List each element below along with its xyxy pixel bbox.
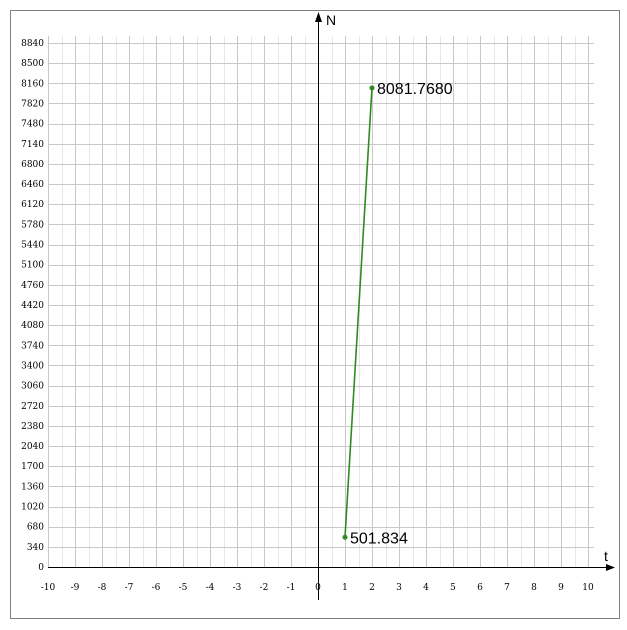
x-tick-label: -3 [233,583,242,593]
data-point [369,85,375,91]
y-tick-label: 3400 [21,361,44,371]
y-tick-label: 5100 [21,261,44,271]
x-tick-label: -5 [179,583,188,593]
y-tick-label: 1020 [21,503,44,513]
y-tick-label: 2040 [21,442,44,452]
y-tick-label: 7140 [21,140,44,150]
x-tick-label: -4 [206,583,215,593]
grid [48,36,594,567]
x-tick-label: 7 [504,583,510,593]
y-tick-label: 6460 [21,180,44,190]
data-label: 8081.7680 [377,81,453,98]
y-tick-labels: 0 340 680 1020 1360 1700 2040 2380 2720 3060 3400 3… [21,39,44,573]
y-tick-label: 1700 [21,462,44,472]
y-tick-label: 1360 [21,482,44,492]
y-tick-label: 3060 [21,382,44,392]
y-tick-label: 8840 [21,39,44,49]
y-tick-label: 340 [27,543,44,553]
x-tick-label: -1 [287,583,296,593]
y-axis-title: N [326,12,336,28]
y-tick-label: 680 [27,523,44,533]
x-tick-label: 6 [477,583,483,593]
y-tick-label: 6800 [21,160,44,170]
series: 501.834 8081.7680 [342,81,453,547]
x-tick-label: 5 [450,583,456,593]
x-tick-labels: -10 -9 -8 -7 -6 -5 -4 -3 -2 -1 0 1 2 3 4 5 6 7 8 9 10 [41,583,594,593]
x-tick-label: -7 [125,583,134,593]
x-tick-label: -6 [152,583,161,593]
x-tick-label: 3 [396,583,402,593]
x-tick-label: 9 [558,583,564,593]
x-tick-label: -8 [98,583,107,593]
x-tick-label: -2 [260,583,269,593]
series-line [344,87,373,538]
y-tick-label: 5780 [21,220,44,230]
y-tick-label: 4080 [21,321,44,331]
y-tick-label: 7820 [21,99,44,109]
axes: t N [48,12,615,600]
x-tick-label: 0 [315,583,321,593]
y-tick-label: 6120 [21,200,44,210]
y-tick-label: 2720 [21,402,44,412]
x-axis-title: t [604,548,608,564]
x-tick-label: 2 [369,583,375,593]
y-tick-label: 8500 [21,59,44,69]
y-tick-label: 8160 [21,79,44,89]
y-tick-label: 5440 [21,241,44,251]
x-tick-label: 10 [582,583,594,593]
x-tick-label: -9 [71,583,80,593]
data-point [342,534,348,540]
y-tick-label: 4420 [21,301,44,311]
y-tick-label: 3740 [21,341,44,351]
y-tick-label: 7480 [21,120,44,130]
y-tick-label: 4760 [21,281,44,291]
x-tick-label: -10 [41,583,56,593]
x-axis-arrow-icon [606,564,615,571]
y-axis-arrow-icon [315,12,322,22]
x-tick-label: 4 [423,583,429,593]
chart-frame [10,10,620,619]
x-tick-label: 8 [531,583,537,593]
y-tick-label: 0 [38,563,44,573]
x-tick-label: 1 [342,583,348,593]
y-tick-label: 2380 [21,422,44,432]
data-label: 501.834 [350,530,408,547]
